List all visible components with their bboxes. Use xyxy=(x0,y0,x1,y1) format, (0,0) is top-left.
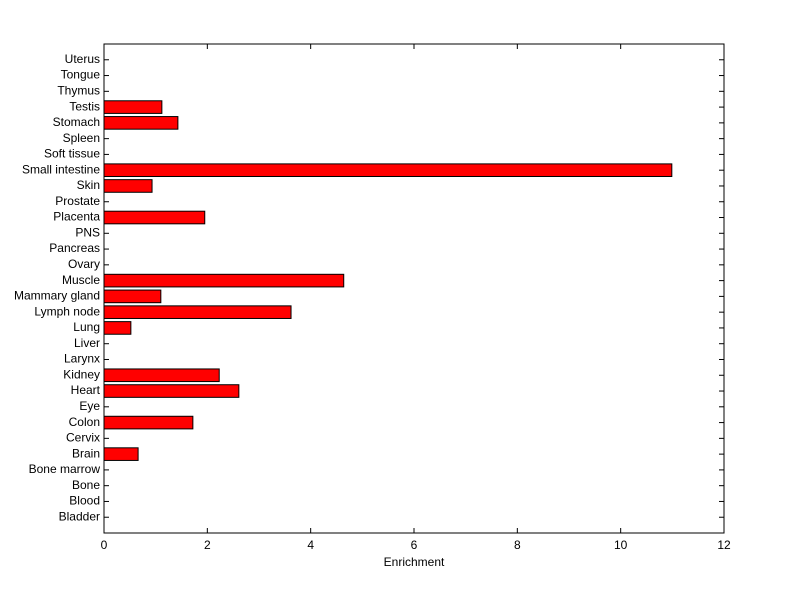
y-tick-label: Uterus xyxy=(65,52,100,66)
bar xyxy=(103,321,132,335)
x-tick-label: 10 xyxy=(614,538,628,552)
bar xyxy=(103,179,153,193)
y-tick-label: Lymph node xyxy=(34,304,100,318)
y-tick-label: Bladder xyxy=(59,509,100,523)
bar xyxy=(103,305,292,319)
y-tick-label: Soft tissue xyxy=(44,147,100,161)
bar xyxy=(103,415,194,430)
x-axis-label: Enrichment xyxy=(384,555,445,569)
y-tick-label: PNS xyxy=(75,225,100,239)
y-tick-label: Muscle xyxy=(62,273,100,287)
x-tick-label: 0 xyxy=(101,538,108,552)
y-tick-label: Cervix xyxy=(66,431,100,445)
y-tick-label: Skin xyxy=(77,178,100,192)
y-tick-label: Kidney xyxy=(63,367,100,381)
x-tick-label: 12 xyxy=(717,538,731,552)
x-tick-label: 4 xyxy=(307,538,314,552)
y-tick-label: Mammary gland xyxy=(14,289,100,303)
y-tick-label: Colon xyxy=(69,415,100,429)
bar xyxy=(103,100,163,114)
y-tick-label: Tongue xyxy=(61,68,101,82)
y-tick-label: Testis xyxy=(69,99,100,113)
x-tick-label: 2 xyxy=(204,538,211,552)
y-tick-label: Thymus xyxy=(57,83,100,97)
y-tick-label: Ovary xyxy=(68,257,100,271)
y-tick-label: Stomach xyxy=(53,115,100,129)
y-tick-label: Bone xyxy=(72,478,100,492)
y-tick-label: Brain xyxy=(72,446,100,460)
y-tick-label: Placenta xyxy=(53,210,100,224)
bar xyxy=(103,289,162,304)
y-tick-label: Blood xyxy=(69,494,100,508)
y-tick-label: Pancreas xyxy=(49,241,100,255)
bar xyxy=(103,163,673,178)
bar xyxy=(103,273,345,288)
bar xyxy=(103,116,179,130)
plot-area xyxy=(103,43,725,534)
y-tick-label: Larynx xyxy=(64,352,100,366)
y-tick-label: Prostate xyxy=(55,194,100,208)
y-tick-label: Liver xyxy=(74,336,100,350)
bar xyxy=(103,210,206,225)
y-tick-label: Heart xyxy=(71,383,101,397)
bar xyxy=(103,384,240,398)
y-tick-label: Lung xyxy=(73,320,100,334)
bar xyxy=(103,368,220,383)
y-tick-label: Spleen xyxy=(63,131,100,145)
x-tick-label: 6 xyxy=(411,538,418,552)
y-tick-label: Bone marrow xyxy=(29,462,101,476)
bar xyxy=(103,447,139,461)
y-tick-label: Small intestine xyxy=(22,162,100,176)
y-tick-label: Eye xyxy=(79,399,100,413)
x-tick-label: 8 xyxy=(514,538,521,552)
